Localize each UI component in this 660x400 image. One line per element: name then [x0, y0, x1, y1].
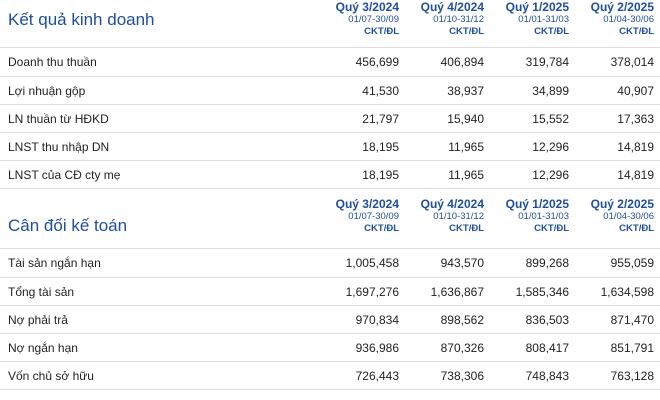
row-value: 970,834: [355, 312, 399, 327]
period-quarter: Quý 3/2024: [335, 197, 399, 211]
row-value: 851,791: [610, 340, 654, 355]
row-value: 748,843: [525, 368, 569, 383]
row-value: 1,697,276: [345, 284, 399, 299]
row-value: 15,940: [447, 111, 484, 126]
row-value: 836,503: [525, 312, 569, 327]
row-value: 14,819: [617, 167, 654, 182]
balance-period-q2-2025: Quý 2/2025 01/04-30/06 CKT/ĐL: [571, 197, 656, 235]
period-unit: CKT/ĐL: [619, 26, 654, 37]
period-dates: 01/01-31/03: [518, 14, 569, 25]
period-unit: CKT/ĐL: [619, 223, 654, 234]
period-dates: 01/10-31/12: [433, 211, 484, 222]
row-label: LNST của CĐ cty mẹ: [8, 167, 121, 182]
balance-sheet-section: Cân đối kế toán Quý 3/2024 01/07-30/09 C…: [0, 197, 660, 390]
row-value: 1,636,867: [430, 284, 484, 299]
row-value: 12,296: [532, 139, 569, 154]
row-value: 11,965: [448, 167, 484, 182]
income-period-q1-2025: Quý 1/2025 01/01-31/03 CKT/ĐL: [486, 0, 571, 38]
period-quarter: Quý 1/2025: [505, 197, 569, 211]
period-dates: 01/07-30/09: [348, 14, 399, 25]
table-row: Vốn chủ sở hữu 726,443 738,306 748,843 7…: [0, 362, 660, 390]
row-value: 40,907: [617, 83, 654, 98]
row-value: 18,195: [362, 167, 399, 182]
row-value: 726,443: [355, 368, 399, 383]
row-label: Doanh thu thuần: [8, 55, 97, 69]
period-unit: CKT/ĐL: [364, 223, 399, 234]
table-row: Tổng tài sản 1,697,276 1,636,867 1,585,3…: [0, 278, 660, 306]
row-value: 406,894: [440, 55, 484, 69]
row-label: Tài sản ngắn hạn: [8, 256, 101, 270]
section-spacer: [0, 189, 660, 197]
table-row: Nợ phải trả 970,834 898,562 836,503 871,…: [0, 306, 660, 334]
table-row: LN thuần từ HĐKD 21,797 15,940 15,552 17…: [0, 105, 660, 133]
row-value: 378,014: [610, 55, 654, 69]
table-row: LNST của CĐ cty mẹ 18,195 11,965 12,296 …: [0, 161, 660, 189]
table-row: Lợi nhuận gộp 41,530 38,937 34,899 40,90…: [0, 77, 660, 105]
row-value: 898,562: [440, 312, 484, 327]
income-period-q3-2024: Quý 3/2024 01/07-30/09 CKT/ĐL: [316, 0, 401, 38]
balance-period-q1-2025: Quý 1/2025 01/01-31/03 CKT/ĐL: [486, 197, 571, 235]
row-value: 1,634,598: [600, 284, 654, 299]
income-header: Kết quả kinh doanh Quý 3/2024 01/07-30/0…: [0, 0, 660, 48]
period-quarter: Quý 2/2025: [590, 0, 654, 14]
row-label: Tổng tài sản: [8, 284, 75, 299]
row-value: 808,417: [525, 340, 569, 355]
period-dates: 01/07-30/09: [348, 211, 399, 222]
table-row: Nợ ngắn hạn 936,986 870,326 808,417 851,…: [0, 334, 660, 362]
row-value: 870,326: [440, 340, 484, 355]
row-value: 15,552: [532, 111, 569, 126]
row-value: 955,059: [610, 256, 654, 270]
row-value: 1,005,458: [345, 256, 399, 270]
table-row: LNST thu nhập DN 18,195 11,965 12,296 14…: [0, 133, 660, 161]
row-value: 18,195: [362, 139, 399, 154]
row-value: 871,470: [610, 312, 654, 327]
row-value: 319,784: [525, 55, 569, 69]
period-dates: 01/04-30/06: [603, 14, 654, 25]
row-label: Vốn chủ sở hữu: [8, 368, 94, 383]
row-value: 1,585,346: [515, 284, 569, 299]
income-period-q4-2024: Quý 4/2024 01/10-31/12 CKT/ĐL: [401, 0, 486, 38]
period-quarter: Quý 1/2025: [505, 0, 569, 14]
row-value: 14,819: [617, 139, 654, 154]
period-unit: CKT/ĐL: [364, 26, 399, 37]
row-value: 738,306: [440, 368, 484, 383]
table-row: Tài sản ngắn hạn 1,005,458 943,570 899,2…: [0, 249, 660, 278]
income-statement-section: Kết quả kinh doanh Quý 3/2024 01/07-30/0…: [0, 0, 660, 189]
row-value: 41,530: [362, 83, 399, 98]
period-dates: 01/04-30/06: [603, 211, 654, 222]
row-value: 763,128: [610, 368, 654, 383]
period-quarter: Quý 4/2024: [420, 0, 484, 14]
row-value: 899,268: [525, 256, 569, 270]
row-value: 34,899: [532, 83, 569, 98]
row-value: 943,570: [440, 256, 484, 270]
row-label: LNST thu nhập DN: [8, 139, 110, 154]
row-label: LN thuần từ HĐKD: [8, 111, 109, 126]
balance-period-q4-2024: Quý 4/2024 01/10-31/12 CKT/ĐL: [401, 197, 486, 235]
row-label: Nợ phải trả: [8, 312, 68, 327]
balance-period-q3-2024: Quý 3/2024 01/07-30/09 CKT/ĐL: [316, 197, 401, 235]
balance-title[interactable]: Cân đối kế toán: [8, 216, 128, 235]
period-dates: 01/01-31/03: [518, 211, 569, 222]
table-row: Doanh thu thuần 456,699 406,894 319,784 …: [0, 48, 660, 77]
period-unit: CKT/ĐL: [449, 223, 484, 234]
period-quarter: Quý 4/2024: [420, 197, 484, 211]
income-title[interactable]: Kết quả kinh doanh: [8, 10, 155, 29]
row-value: 38,937: [447, 83, 484, 98]
period-quarter: Quý 3/2024: [335, 0, 399, 14]
row-value: 936,986: [355, 340, 399, 355]
row-value: 17,363: [617, 111, 654, 126]
income-period-q2-2025: Quý 2/2025 01/04-30/06 CKT/ĐL: [571, 0, 656, 38]
period-unit: CKT/ĐL: [534, 26, 569, 37]
row-value: 456,699: [355, 55, 399, 69]
balance-header: Cân đối kế toán Quý 3/2024 01/07-30/09 C…: [0, 197, 660, 249]
period-unit: CKT/ĐL: [449, 26, 484, 37]
period-quarter: Quý 2/2025: [590, 197, 654, 211]
row-value: 12,296: [532, 167, 569, 182]
row-label: Nợ ngắn hạn: [8, 340, 78, 355]
period-unit: CKT/ĐL: [534, 223, 569, 234]
row-value: 11,965: [448, 139, 484, 154]
row-label: Lợi nhuận gộp: [8, 83, 86, 98]
period-dates: 01/10-31/12: [433, 14, 484, 25]
row-value: 21,797: [362, 111, 399, 126]
